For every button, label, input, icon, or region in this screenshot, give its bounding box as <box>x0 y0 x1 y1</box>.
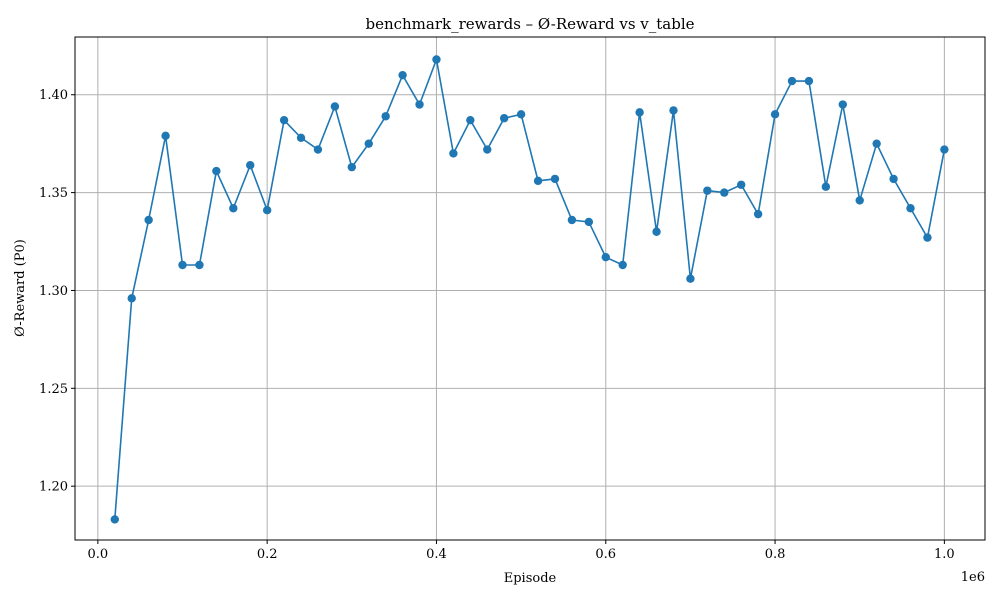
data-point <box>144 215 153 225</box>
data-point <box>483 145 492 154</box>
data-point <box>872 139 881 148</box>
data-point <box>364 139 373 148</box>
data-point <box>669 106 678 115</box>
data-point <box>313 145 323 154</box>
data-point <box>229 204 238 213</box>
data-point <box>296 133 306 142</box>
data-point <box>195 260 204 270</box>
data-point <box>449 149 458 158</box>
data-point <box>906 204 915 213</box>
y-tick-label: 1.35 <box>39 186 68 201</box>
data-point <box>415 100 424 109</box>
data-series <box>110 55 949 524</box>
x-tick-label: 0.8 <box>765 547 786 562</box>
x-tick-label: 0.6 <box>595 547 616 562</box>
data-point <box>601 252 610 262</box>
data-point <box>550 174 560 184</box>
data-point <box>110 515 119 524</box>
chart-title: benchmark_rewards – Ø-Reward vs v_table <box>365 15 694 33</box>
axis-ticks: 0.0 0.2 0.4 0.6 0.8 1.0 1.20 1.25 1.30 1.35 1.40 <box>39 88 955 562</box>
data-point <box>347 162 357 172</box>
data-point <box>737 180 746 189</box>
data-point <box>584 217 594 227</box>
data-point <box>703 186 712 195</box>
y-tick-label: 1.20 <box>39 480 68 495</box>
data-point <box>753 209 763 219</box>
y-axis-label: Ø-Reward (P0) <box>13 239 28 337</box>
data-point <box>770 110 780 119</box>
data-point <box>821 182 831 191</box>
data-point <box>432 55 441 64</box>
data-point <box>178 260 187 270</box>
x-tick-label: 0.2 <box>257 547 278 562</box>
data-point <box>262 206 272 215</box>
data-point <box>787 76 797 86</box>
data-point <box>330 102 340 111</box>
data-point <box>127 294 136 303</box>
grid-lines <box>75 37 985 540</box>
y-tick-label: 1.40 <box>39 88 68 103</box>
x-axis-label: Episode <box>504 571 557 586</box>
data-point <box>855 196 864 205</box>
data-point <box>635 108 644 117</box>
y-tick-label: 1.30 <box>39 284 68 299</box>
data-point <box>499 114 509 123</box>
data-point <box>279 115 289 125</box>
data-point <box>466 115 475 125</box>
data-point <box>652 227 661 236</box>
data-point <box>618 260 627 270</box>
data-point <box>889 174 898 184</box>
data-point <box>381 112 390 121</box>
data-point <box>686 274 695 283</box>
y-tick-label: 1.25 <box>39 382 68 397</box>
x-axis-offset-label: 1e6 <box>961 570 985 585</box>
data-point <box>838 100 847 109</box>
series-line <box>113 56 946 520</box>
plot-frame <box>74 36 986 541</box>
data-point <box>804 76 814 86</box>
x-tick-label: 1.0 <box>934 547 955 562</box>
data-point <box>212 166 221 176</box>
data-point <box>533 176 543 186</box>
data-point <box>398 70 407 80</box>
data-point <box>246 161 255 170</box>
x-tick-label: 0.0 <box>88 547 109 562</box>
data-point <box>923 233 932 242</box>
data-point <box>161 131 170 141</box>
data-point <box>567 215 577 225</box>
x-tick-label: 0.4 <box>426 547 447 562</box>
data-point <box>940 145 949 154</box>
data-point <box>516 110 526 119</box>
data-point <box>720 188 729 197</box>
